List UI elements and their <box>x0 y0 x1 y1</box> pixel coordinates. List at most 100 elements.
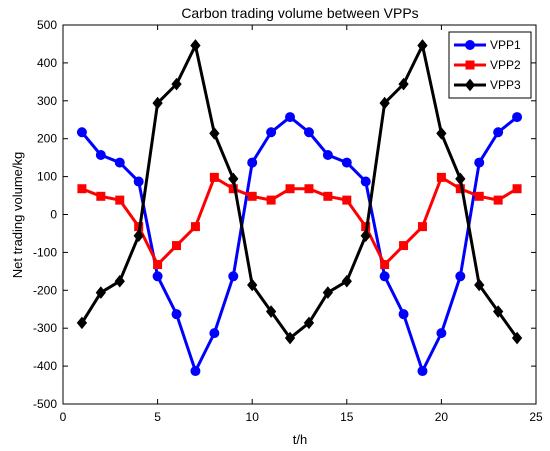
data-point <box>266 195 276 205</box>
data-point <box>247 191 257 201</box>
data-point <box>399 241 409 251</box>
data-point <box>228 172 239 186</box>
data-point <box>96 191 106 201</box>
data-point <box>209 328 220 339</box>
data-point <box>342 195 352 205</box>
data-point <box>322 149 333 160</box>
legend: VPP1 VPP2 VPP3 <box>448 31 532 99</box>
x-tick-label: 25 <box>529 410 543 424</box>
y-tick-label: 300 <box>37 94 57 108</box>
data-point <box>436 127 447 140</box>
data-point <box>114 274 125 288</box>
y-tick-label: 100 <box>37 170 57 184</box>
data-point <box>417 39 428 52</box>
y-tick-label: 200 <box>37 132 57 146</box>
data-point <box>114 157 125 168</box>
data-point <box>341 157 352 168</box>
series-vpp3 <box>76 39 523 345</box>
data-point <box>512 184 522 194</box>
x-tick-label: 20 <box>435 410 449 424</box>
x-tick-label: 0 <box>60 410 67 424</box>
series-line <box>80 43 519 340</box>
data-point <box>152 271 163 282</box>
data-point <box>190 222 200 232</box>
y-tick-label: -100 <box>33 245 57 259</box>
data-point <box>115 195 125 205</box>
data-point <box>265 305 277 318</box>
data-point <box>493 195 503 205</box>
series-vpp1 <box>76 112 523 377</box>
data-point <box>493 127 504 138</box>
legend-label: VPP2 <box>490 58 521 72</box>
data-point <box>209 172 219 182</box>
data-point <box>190 39 201 52</box>
data-point <box>303 316 315 330</box>
data-point <box>153 260 163 270</box>
x-tick-label: 5 <box>154 410 161 424</box>
x-tick-label: 10 <box>246 410 260 424</box>
data-point <box>303 127 314 138</box>
y-tick-label: 500 <box>37 18 57 32</box>
x-tick-label: 15 <box>340 410 354 424</box>
data-point <box>209 127 220 140</box>
data-point <box>380 260 390 270</box>
data-point <box>436 172 446 182</box>
data-point <box>474 191 484 201</box>
data-point <box>172 241 182 251</box>
data-point <box>247 278 258 292</box>
data-point <box>95 149 106 160</box>
plot-area: 0 5 10 15 20 25 -500 -400 -300 -200 -100 0 100 200 300… <box>33 18 543 424</box>
data-point <box>284 331 296 345</box>
data-point <box>360 229 371 243</box>
data-point <box>436 328 447 339</box>
data-point <box>190 366 201 377</box>
legend-marker <box>465 60 475 70</box>
data-point <box>511 331 523 345</box>
x-axis-label: t/h <box>293 432 307 447</box>
y-axis-label: Net trading volume/kg <box>10 152 25 278</box>
legend-marker <box>464 78 476 92</box>
y-tick-label: 0 <box>50 208 57 222</box>
data-point <box>285 112 296 123</box>
y-tick-label: 400 <box>37 56 57 70</box>
data-point <box>285 184 295 194</box>
data-point <box>133 229 144 243</box>
legend-label: VPP3 <box>490 78 521 92</box>
data-point <box>398 309 409 320</box>
data-point <box>76 316 88 330</box>
y-tick-label: -200 <box>33 283 57 297</box>
data-point <box>455 271 466 282</box>
data-point <box>171 77 182 91</box>
data-point <box>417 222 427 232</box>
data-point <box>379 96 390 110</box>
data-point <box>322 286 334 299</box>
data-point <box>77 184 87 194</box>
data-point <box>152 96 163 110</box>
data-point <box>323 191 333 201</box>
data-point <box>95 286 106 299</box>
data-point <box>266 127 277 138</box>
data-point <box>512 112 523 123</box>
data-point <box>76 127 87 138</box>
data-point <box>417 366 428 377</box>
data-point <box>360 176 371 187</box>
data-point <box>304 184 314 194</box>
data-point <box>455 172 466 186</box>
data-point <box>247 157 258 168</box>
data-point <box>171 309 182 320</box>
data-point <box>341 274 352 288</box>
y-tick-label: -300 <box>33 321 57 335</box>
data-point <box>398 77 409 91</box>
data-point <box>379 271 390 282</box>
series-vpp2 <box>77 172 522 270</box>
chart-title: Carbon trading volume between VPPs <box>181 5 418 21</box>
y-tick-label: -500 <box>33 397 57 411</box>
data-point <box>474 278 485 292</box>
legend-marker <box>465 40 475 50</box>
y-tick-label: -400 <box>33 359 57 373</box>
data-point <box>133 176 144 187</box>
legend-label: VPP1 <box>490 38 521 52</box>
data-point <box>474 157 485 168</box>
data-point <box>228 271 239 282</box>
